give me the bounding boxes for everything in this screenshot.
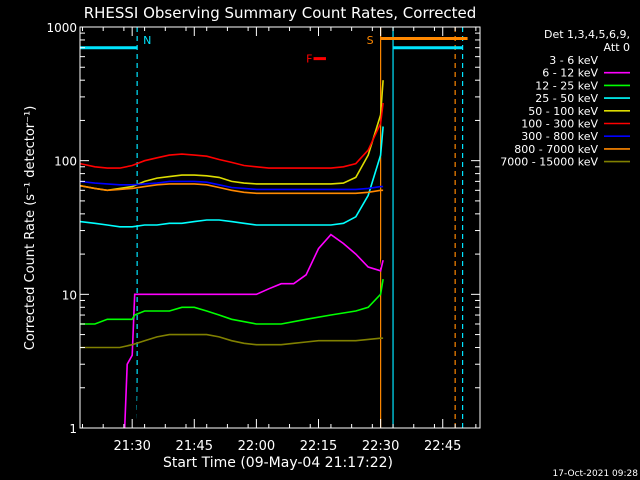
y-axis-label: Corrected Count Rate (s⁻¹ detector⁻¹): [23, 106, 38, 351]
legend-entry-label: 6 - 12 keV: [542, 67, 598, 80]
legend-entry-label: 800 - 7000 keV: [514, 143, 598, 156]
series-line: [80, 183, 384, 195]
y-tick-label: 100: [54, 155, 77, 169]
legend-entry-label: 100 - 300 keV: [521, 118, 598, 131]
x-tick-label: 22:00: [238, 439, 275, 454]
series-line: [123, 233, 384, 428]
legend-header: Att 0: [604, 41, 630, 54]
plot-area: N F S: [80, 27, 468, 428]
timestamp: 17-Oct-2021 09:28: [553, 469, 639, 479]
plot-frame: [79, 26, 481, 429]
series-line: [80, 278, 384, 325]
chart-title: RHESSI Observing Summary Count Rates, Co…: [84, 4, 477, 22]
legend-entry-label: 3 - 6 keV: [549, 54, 598, 67]
legend-entry-label: 12 - 25 keV: [535, 79, 598, 92]
series-line: [80, 80, 384, 192]
legend-entry-label: 25 - 50 keV: [535, 92, 598, 105]
y-tick-label: 10: [62, 288, 77, 302]
y-tick-label: 1: [69, 422, 77, 436]
series-line: [80, 126, 384, 228]
series-group: [80, 27, 468, 428]
annotation-label: S: [367, 34, 374, 47]
annotation-label: N: [143, 34, 151, 47]
x-axis-ticks: 21:30 21:45 22:00 22:15 22:30 22:45: [81, 27, 477, 454]
x-tick-label: 22:30: [362, 439, 399, 454]
x-axis-label: Start Time (09-May-04 21:17:22): [163, 455, 393, 471]
annotation-label: F: [306, 53, 312, 66]
x-tick-label: 21:30: [113, 439, 150, 454]
series-line: [123, 229, 384, 428]
series-line: [80, 102, 384, 169]
legend-entry-label: 7000 - 15000 keV: [500, 156, 598, 169]
y-tick-label: 1000: [46, 21, 77, 35]
legend-entry-label: 50 - 100 keV: [528, 105, 598, 118]
legend-entry-label: 300 - 800 keV: [521, 130, 598, 143]
x-tick-label: 22:45: [424, 439, 461, 454]
x-tick-label: 22:15: [300, 439, 337, 454]
legend-header: Det 1,3,4,5,6,9,: [544, 28, 630, 41]
x-tick-label: 21:45: [176, 439, 213, 454]
series-line: [80, 180, 384, 191]
series-line: [80, 333, 384, 349]
y-axis-ticks: 1 10 100 1000: [46, 21, 480, 436]
